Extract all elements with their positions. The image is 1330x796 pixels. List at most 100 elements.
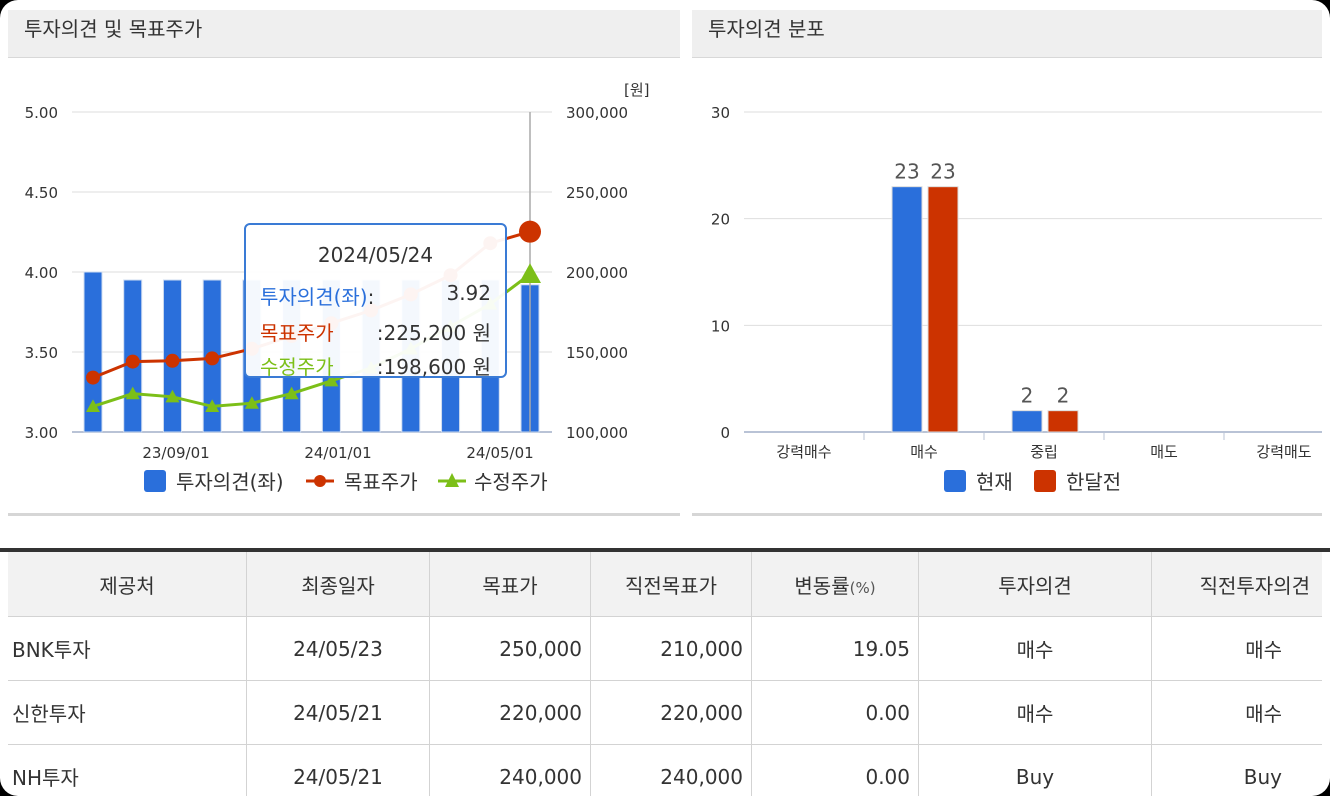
adjusted-price-point — [205, 399, 220, 412]
x-tick-label: 강력매도 — [1256, 443, 1311, 461]
y-right-tick-label: 300,000 — [566, 104, 628, 122]
cell-prev-opinion: 매수 — [1151, 616, 1322, 681]
y-tick-label: 30 — [711, 104, 730, 122]
panel-divider — [692, 513, 1322, 516]
panel-divider — [8, 513, 680, 516]
target-price-point — [205, 351, 220, 366]
cell-provider: NH투자 — [8, 744, 247, 796]
tooltip-value: :225,200 원 — [376, 321, 491, 345]
target-price-point — [125, 354, 140, 369]
legend-label: 목표주가 — [344, 470, 418, 494]
y-right-tick-label: 250,000 — [566, 184, 628, 202]
y-right-unit-label: [원] — [624, 81, 650, 99]
month-ago-bar — [1047, 410, 1079, 433]
col-provider: 제공처 — [8, 552, 247, 617]
adjusted-price-point — [519, 263, 541, 284]
y-left-tick-label: 3.50 — [25, 344, 58, 362]
y-left-tick-label: 4.00 — [25, 264, 58, 282]
y-right-tick-label: 150,000 — [566, 344, 628, 362]
section-divider — [0, 548, 1330, 552]
cell-opinion: 매수 — [918, 680, 1152, 745]
x-tick-label: 강력매수 — [776, 443, 831, 461]
tooltip-value: 3.92 — [446, 281, 491, 305]
legend-swatch — [144, 470, 166, 492]
cell-prev-target: 210,000 — [590, 616, 752, 681]
y-left-tick-label: 4.50 — [25, 184, 58, 202]
legend-label: 현재 — [976, 470, 1013, 494]
tooltip-value: :198,600 원 — [376, 355, 491, 379]
adjusted-price-point — [284, 386, 299, 400]
y-left-tick-label: 5.00 — [25, 104, 58, 122]
table-row: 신한투자 24/05/21 220,000 220,000 0.00 매수 매수 — [8, 680, 1322, 745]
cell-provider: BNK투자 — [8, 616, 247, 681]
legend-swatch — [314, 475, 326, 487]
data-label: 2 — [1057, 384, 1070, 408]
target-price-point — [519, 220, 541, 243]
legend-label: 한달전 — [1066, 470, 1121, 494]
col-opinion: 투자의견 — [918, 552, 1152, 617]
tooltip-row-price: 수정주가 :198,600 원 — [260, 351, 491, 379]
y-right-tick-label: 100,000 — [566, 424, 628, 442]
adjusted-price-point — [244, 396, 259, 409]
cell-date: 24/05/21 — [246, 744, 430, 796]
adjusted-price-point — [86, 399, 100, 412]
cell-provider: 신한투자 — [8, 680, 247, 745]
x-tick-label: 24/01/01 — [304, 444, 371, 462]
target-price-point — [165, 353, 180, 368]
month-ago-bar — [927, 186, 959, 433]
y-right-tick-label: 200,000 — [566, 264, 628, 282]
tooltip-label: 투자의견(좌): — [260, 285, 375, 309]
data-label: 23 — [894, 160, 919, 184]
cell-target: 240,000 — [429, 744, 591, 796]
table-header-row: 제공처 최종일자 목표가 직전목표가 변동률(%) 투자의견 직전투자의견 — [8, 552, 1322, 617]
cell-change: 19.05 — [751, 616, 919, 681]
col-target: 목표가 — [429, 552, 591, 617]
legend-swatch — [944, 470, 966, 492]
chart-tooltip: 2024/05/24 투자의견(좌): 3.92 목표주가 :225,200 원… — [244, 223, 507, 379]
adjusted-price-point — [324, 373, 339, 387]
cell-change: 0.00 — [751, 680, 919, 745]
legend-label: 수정주가 — [474, 470, 548, 494]
legend-label: 투자의견(좌) — [176, 470, 284, 494]
tooltip-row-target: 목표주가 :225,200 원 — [260, 317, 491, 345]
cell-prev-opinion: 매수 — [1151, 680, 1322, 745]
col-prev-opinion: 직전투자의견 — [1151, 552, 1322, 617]
current-bar — [891, 186, 923, 433]
table-row: NH투자 24/05/21 240,000 240,000 0.00 Buy B… — [8, 744, 1322, 796]
y-tick-label: 20 — [711, 211, 730, 229]
data-label: 2 — [1021, 384, 1034, 408]
cell-prev-opinion: Buy — [1151, 744, 1322, 796]
cell-opinion: Buy — [918, 744, 1152, 796]
col-change: 변동률(%) — [751, 552, 919, 617]
x-tick-label: 23/09/01 — [142, 444, 209, 462]
y-tick-label: 0 — [720, 424, 730, 442]
cell-prev-target: 240,000 — [590, 744, 752, 796]
target-price-point — [86, 370, 100, 385]
y-tick-label: 10 — [711, 317, 730, 335]
charts-svg: 3.00 3.50 4.00 4.50 5.00 100,000 150,000 200,00… — [25, 81, 1322, 494]
y-left-tick-label: 3.00 — [25, 424, 58, 442]
tooltip-label: 수정주가 — [260, 355, 334, 379]
cell-opinion: 매수 — [918, 616, 1152, 681]
tooltip-row-opinion: 투자의견(좌): 3.92 — [260, 281, 491, 309]
legend-swatch — [1034, 470, 1056, 492]
col-date: 최종일자 — [246, 552, 430, 617]
cell-date: 24/05/23 — [246, 616, 430, 681]
table-row: BNK투자 24/05/23 250,000 210,000 19.05 매수 … — [8, 616, 1322, 681]
cell-prev-target: 220,000 — [590, 680, 752, 745]
tooltip-date: 2024/05/24 — [317, 243, 434, 267]
cell-date: 24/05/21 — [246, 680, 430, 745]
adjusted-price-point — [125, 386, 140, 400]
data-label: 23 — [930, 160, 955, 184]
cell-target: 250,000 — [429, 616, 591, 681]
tooltip-label: 목표주가 — [260, 321, 334, 345]
x-tick-label: 매도 — [1150, 443, 1178, 461]
panel-title: 투자의견 및 목표주가 — [8, 10, 680, 58]
opinion-table: 제공처 최종일자 목표가 직전목표가 변동률(%) 투자의견 직전투자의견 BN… — [8, 552, 1322, 796]
panel-title: 투자의견 분포 — [692, 10, 1322, 58]
cell-target: 220,000 — [429, 680, 591, 745]
opinion-bar — [83, 271, 103, 433]
x-tick-label: 매수 — [910, 443, 938, 461]
